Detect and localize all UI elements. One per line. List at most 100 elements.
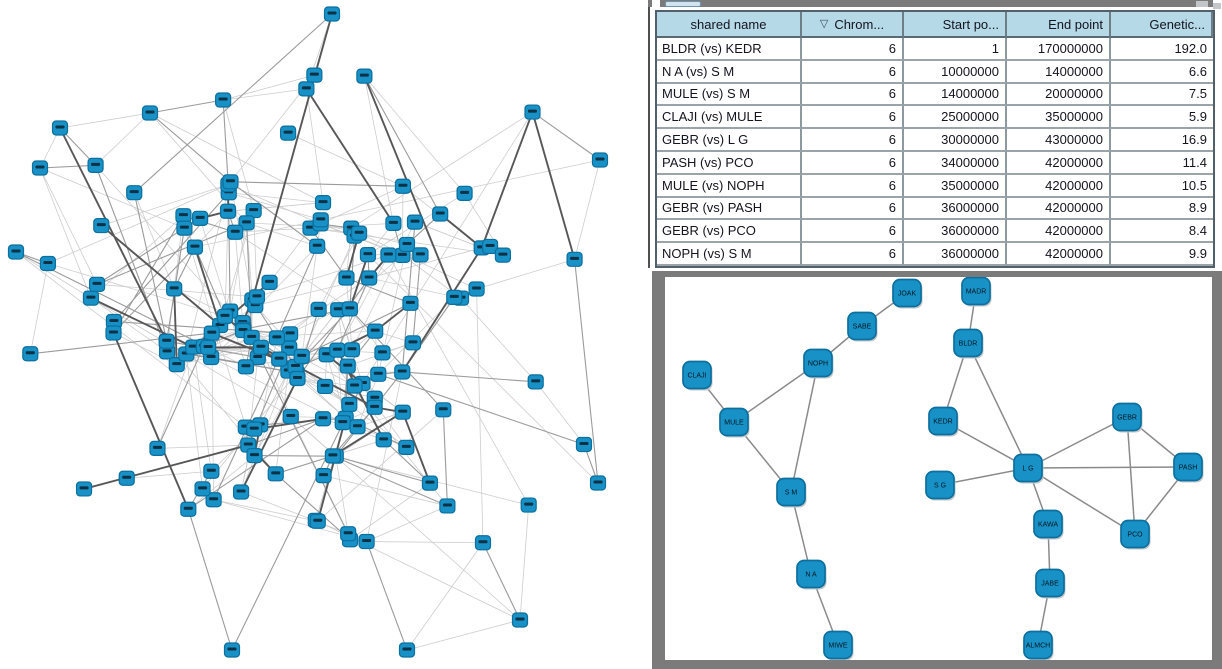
overview-node[interactable] <box>105 325 122 341</box>
table-cell-value[interactable]: 14000000 <box>1007 60 1111 84</box>
result-node[interactable]: SABE <box>847 311 878 342</box>
overview-node[interactable] <box>232 484 250 500</box>
overview-node[interactable] <box>439 498 456 514</box>
table-cell-value[interactable]: 6 <box>802 83 904 107</box>
overview-node[interactable] <box>398 439 415 455</box>
overview-node[interactable] <box>180 501 197 517</box>
result-node[interactable]: BLDR <box>953 328 984 359</box>
overview-node[interactable] <box>280 125 297 141</box>
overview-node[interactable] <box>216 308 234 324</box>
overview-node[interactable] <box>205 492 222 508</box>
overview-node[interactable] <box>375 432 392 448</box>
overview-node[interactable] <box>394 364 411 380</box>
table-cell-shared-name[interactable]: MULE (vs) S M <box>657 83 802 107</box>
result-edge[interactable] <box>790 362 819 493</box>
table-cell-value[interactable]: 6 <box>802 197 904 221</box>
result-node[interactable]: KAWA <box>1033 509 1064 540</box>
overview-node[interactable] <box>511 612 529 628</box>
column-header-chrom-[interactable]: ▽ Chrom... <box>802 12 904 38</box>
result-node[interactable]: PCO <box>1120 519 1151 550</box>
result-node[interactable]: CLAJI <box>682 360 713 391</box>
table-cell-value[interactable]: 5.9 <box>1111 106 1213 130</box>
overview-node[interactable] <box>237 359 255 375</box>
overview-node[interactable] <box>359 247 377 263</box>
filter-icon[interactable]: ▽ <box>819 17 829 30</box>
overview-node[interactable] <box>374 345 391 361</box>
table-cell-shared-name[interactable]: GEBR (vs) PCO <box>657 220 802 244</box>
overview-node[interactable] <box>268 330 285 346</box>
table-cell-value[interactable]: 6 <box>802 243 904 266</box>
result-node[interactable]: ALMCH <box>1023 630 1054 661</box>
table-cell-value[interactable]: 34000000 <box>904 151 1007 175</box>
table-cell-value[interactable]: 30000000 <box>904 129 1007 152</box>
table-cell-value[interactable]: 6 <box>802 106 904 130</box>
table-cell-value[interactable]: 6 <box>802 129 904 152</box>
result-node[interactable]: NOPH <box>803 348 834 379</box>
result-node[interactable]: JOAK <box>892 278 923 309</box>
overview-node[interactable] <box>309 513 326 529</box>
pane-divider[interactable] <box>648 0 650 268</box>
overview-node[interactable] <box>315 468 332 484</box>
overview-node[interactable] <box>306 67 323 83</box>
table-cell-value[interactable]: 6.6 <box>1111 60 1213 84</box>
overview-node[interactable] <box>158 333 175 349</box>
overview-node[interactable] <box>316 378 334 395</box>
overview-node[interactable] <box>261 274 278 290</box>
overview-node[interactable] <box>435 402 452 418</box>
overview-node[interactable] <box>149 440 166 456</box>
overview-node[interactable] <box>394 178 412 194</box>
overview-node[interactable] <box>267 466 284 482</box>
overview-node[interactable] <box>346 378 363 394</box>
table-cell-value[interactable]: 6 <box>802 60 904 84</box>
overview-node[interactable] <box>87 157 104 173</box>
overview-node[interactable] <box>370 366 387 382</box>
table-cell-shared-name[interactable]: NOPH (vs) S M <box>657 243 802 266</box>
overview-node[interactable] <box>281 340 298 356</box>
table-cell-value[interactable]: 36000000 <box>904 220 1007 244</box>
table-cell-shared-name[interactable]: GEBR (vs) L G <box>657 129 802 152</box>
table-cell-value[interactable]: 16.9 <box>1111 129 1213 152</box>
overview-node[interactable] <box>356 68 373 84</box>
overview-node[interactable] <box>271 351 288 367</box>
overview-node[interactable] <box>7 244 25 260</box>
overview-node[interactable] <box>252 339 270 355</box>
overview-node[interactable] <box>340 526 357 542</box>
table-cell-value[interactable]: 42000000 <box>1007 197 1111 221</box>
overview-node[interactable] <box>222 174 239 190</box>
result-node[interactable]: S M <box>776 477 807 508</box>
column-header-start-po-[interactable]: Start po... <box>904 12 1007 38</box>
overview-node[interactable] <box>366 399 383 415</box>
overview-node[interactable] <box>339 358 356 374</box>
table-cell-value[interactable]: 35000000 <box>904 174 1007 198</box>
table-cell-value[interactable]: 20000000 <box>1007 83 1111 107</box>
overview-node[interactable] <box>39 255 57 272</box>
result-node[interactable]: MULE <box>719 407 750 438</box>
table-cell-value[interactable]: 43000000 <box>1007 129 1111 152</box>
overview-node[interactable] <box>404 335 422 351</box>
overview-node[interactable] <box>412 247 429 263</box>
overview-node[interactable] <box>394 404 411 420</box>
scrollbar-button-fragment[interactable] <box>1196 1 1208 7</box>
overview-node[interactable] <box>245 202 262 219</box>
overview-node[interactable] <box>524 104 541 120</box>
overview-node[interactable] <box>323 6 341 22</box>
overview-node[interactable] <box>238 215 255 231</box>
overview-node[interactable] <box>494 247 512 263</box>
overview-node[interactable] <box>289 370 306 387</box>
result-node[interactable]: L G <box>1013 453 1044 484</box>
overview-node[interactable] <box>141 105 159 121</box>
overview-node[interactable] <box>203 325 220 341</box>
overview-node[interactable] <box>192 210 209 226</box>
overview-node[interactable] <box>293 348 310 365</box>
column-header-genetic-[interactable]: Genetic... <box>1111 12 1213 38</box>
table-cell-shared-name[interactable]: GEBR (vs) PASH <box>657 197 802 221</box>
result-network-canvas[interactable]: JOAK SABE NOPH CLAJI MULE S M N A MIWE MADR BLDR K… <box>665 277 1212 660</box>
overview-node[interactable] <box>298 81 315 97</box>
result-edge[interactable] <box>1027 467 1136 535</box>
result-edge[interactable] <box>1126 416 1136 535</box>
result-node[interactable]: GEBR <box>1112 402 1143 433</box>
result-node[interactable]: S G <box>925 470 956 501</box>
overview-node[interactable] <box>105 313 123 330</box>
table-cell-value[interactable]: 11.4 <box>1111 151 1213 175</box>
overview-node[interactable] <box>324 448 342 464</box>
